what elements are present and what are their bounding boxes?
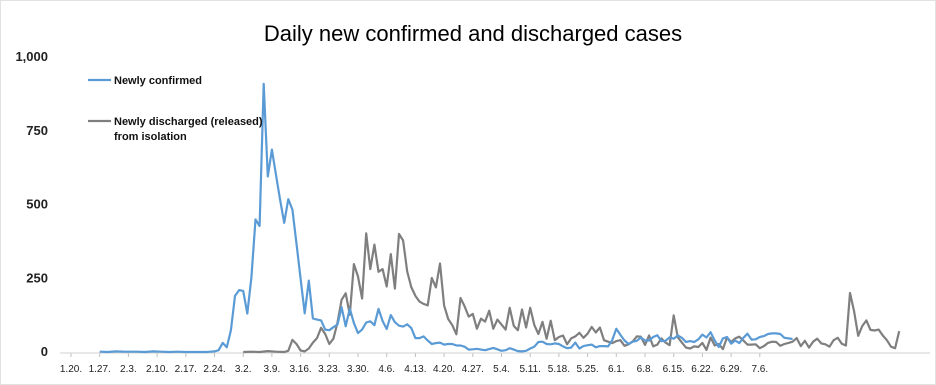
x-tick-label: 6.1.	[608, 364, 625, 375]
x-tick-label: 5.11.	[519, 364, 541, 375]
x-tick-label: 3.23.	[318, 364, 340, 375]
x-tick-label: 4.13.	[404, 364, 426, 375]
y-tick-label: 500	[26, 197, 48, 212]
x-tick-label: 2.24.	[203, 364, 225, 375]
x-tick-label: 3.2.	[235, 364, 252, 375]
x-tick-label: 1.20.	[60, 364, 82, 375]
x-tick-label: 2.3.	[120, 364, 137, 375]
y-tick-label: 250	[26, 270, 48, 285]
legend-label-confirmed: Newly confirmed	[114, 75, 202, 87]
x-tick-label: 4.6.	[378, 364, 395, 375]
x-tick-label: 5.18.	[548, 364, 570, 375]
x-tick-label: 4.27.	[462, 364, 484, 375]
y-tick-label: 1,000	[15, 49, 48, 64]
x-tick-label: 2.17.	[175, 364, 197, 375]
x-tick-label: 5.4.	[493, 364, 510, 375]
x-tick-label: 1.27.	[89, 364, 111, 375]
x-tick-label: 6.22.	[691, 364, 713, 375]
x-tick-label: 4.20.	[433, 364, 455, 375]
y-tick-label: 750	[26, 123, 48, 138]
x-tick-label: 3.16.	[289, 364, 311, 375]
x-tick-label: 5.25.	[576, 364, 598, 375]
x-tick-label: 3.9.	[264, 364, 281, 375]
x-tick-label: 6.8.	[637, 364, 654, 375]
x-tick-label: 2.10.	[146, 364, 168, 375]
y-tick-label: 0	[41, 344, 48, 359]
x-tick-label: 6.29.	[720, 364, 742, 375]
x-tick-label: 6.15.	[663, 364, 685, 375]
chart-title: Daily new confirmed and discharged cases	[264, 21, 682, 46]
x-tick-label: 3.30.	[347, 364, 369, 375]
x-tick-label: 7.6.	[751, 364, 768, 375]
